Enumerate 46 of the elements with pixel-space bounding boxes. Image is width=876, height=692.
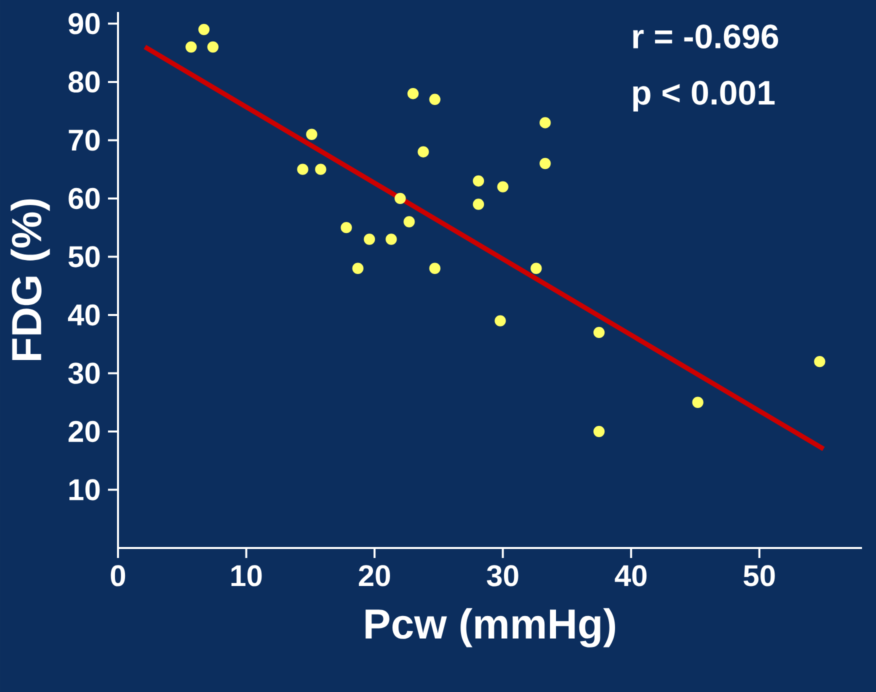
y-tick-label: 90 [68, 13, 100, 34]
y-tick-label: 80 [68, 71, 100, 93]
point [407, 88, 419, 100]
point [186, 41, 197, 53]
point [540, 158, 551, 170]
point [692, 396, 704, 408]
x-tick-label: 40 [614, 565, 647, 586]
point [198, 24, 210, 36]
x-tick-label: 30 [486, 565, 518, 586]
y-tick-label: 20 [68, 420, 100, 442]
y-tick-label: 70 [68, 130, 100, 151]
point [306, 128, 318, 140]
point [593, 326, 605, 338]
x-tick-label: 20 [358, 565, 390, 586]
point [429, 262, 440, 274]
x-tick-label: 50 [744, 565, 775, 586]
y-tick-label: 30 [68, 362, 100, 384]
point [207, 41, 219, 53]
point [472, 175, 484, 187]
y-tick-label: 40 [68, 304, 100, 326]
point [418, 146, 429, 158]
point [364, 234, 376, 245]
point [352, 262, 364, 274]
x-tick-label: 10 [231, 565, 262, 586]
y-tick-label: 50 [68, 246, 100, 268]
point [404, 216, 415, 228]
point [494, 315, 506, 326]
y-tick-label: 10 [69, 479, 100, 500]
y-tick-label: 60 [68, 188, 100, 210]
point [540, 117, 551, 128]
point [386, 234, 397, 245]
annotation: r = -0.696 [633, 24, 778, 49]
point [340, 222, 352, 234]
annotation: p < 0.001 [633, 80, 775, 112]
x-tick-label: 0 [110, 565, 126, 586]
point [315, 164, 326, 175]
x-axis-title: Pcw (mmHg) [366, 608, 616, 648]
point [593, 426, 605, 438]
point [472, 198, 484, 210]
point [429, 94, 440, 106]
point [297, 164, 308, 175]
point [814, 356, 826, 368]
point [394, 192, 406, 204]
point [530, 262, 542, 274]
y-axis-title: FDG (%) [10, 199, 50, 360]
point [497, 181, 508, 192]
